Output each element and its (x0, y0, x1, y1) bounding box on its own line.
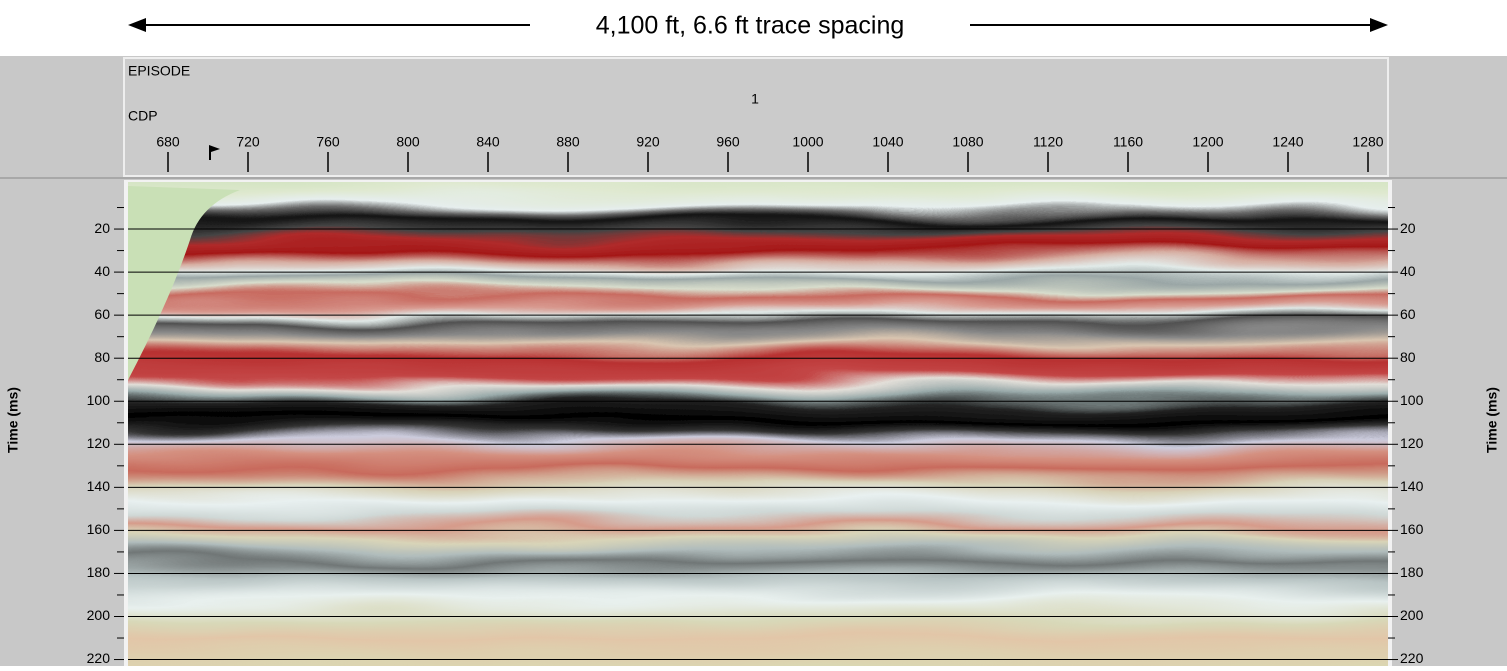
y-axis-label-right: Time (ms) (1484, 387, 1500, 453)
y-tick-label-right: 220 (1400, 650, 1424, 666)
chart-title: 4,100 ft, 6.6 ft trace spacing (596, 12, 905, 40)
x-tick-label: 1200 (1192, 134, 1223, 150)
y-tick-label: 40 (94, 263, 110, 279)
x-tick-label: 720 (236, 134, 260, 150)
flag-marker (209, 145, 220, 160)
y-tick-label-right: 40 (1400, 263, 1416, 279)
x-tick-label: 880 (556, 134, 580, 150)
x-tick-label: 1080 (952, 134, 983, 150)
y-tick-label-right: 200 (1400, 607, 1424, 623)
y-tick-label-right: 120 (1400, 435, 1424, 451)
x-tick-label: 800 (396, 134, 420, 150)
y-tick-label-right: 160 (1400, 521, 1424, 537)
y-tick-label-right: 140 (1400, 478, 1424, 494)
y-tick-label: 160 (87, 521, 111, 537)
y-tick-label: 140 (87, 478, 111, 494)
x-tick-label: 680 (156, 134, 180, 150)
x-tick-label: 1000 (792, 134, 823, 150)
x-tick-label: 920 (636, 134, 660, 150)
y-tick-label: 80 (94, 349, 110, 365)
y-tick-label: 180 (87, 564, 111, 580)
seismic-image (128, 182, 1388, 666)
y-axis-label: Time (ms) (5, 387, 21, 453)
y-tick-label: 120 (87, 435, 111, 451)
y-tick-label: 200 (87, 607, 111, 623)
y-tick-label: 100 (87, 392, 111, 408)
x-tick-label: 1040 (872, 134, 903, 150)
x-tick-label: 840 (476, 134, 500, 150)
episode-label: EPISODE (128, 63, 190, 79)
mute-zone (128, 186, 240, 380)
x-tick-label: 960 (716, 134, 740, 150)
x-axis-label: CDP (128, 108, 158, 124)
x-tick-label: 760 (316, 134, 340, 150)
y-tick-label-right: 60 (1400, 306, 1416, 322)
y-tick-label: 220 (87, 650, 111, 666)
y-tick-label-right: 80 (1400, 349, 1416, 365)
arrow-head (128, 18, 146, 32)
x-tick-label: 1280 (1352, 134, 1383, 150)
x-tick-label: 1240 (1272, 134, 1303, 150)
y-tick-label-right: 20 (1400, 220, 1416, 236)
y-tick-label: 20 (94, 220, 110, 236)
header-panel (123, 57, 1389, 177)
x-tick-label: 1160 (1113, 134, 1143, 150)
y-tick-label: 60 (94, 306, 110, 322)
y-tick-label-right: 180 (1400, 564, 1424, 580)
episode-value: 1 (751, 91, 759, 107)
y-tick-label-right: 100 (1400, 392, 1424, 408)
x-tick-label: 1120 (1033, 134, 1063, 150)
arrow-head (1370, 18, 1388, 32)
